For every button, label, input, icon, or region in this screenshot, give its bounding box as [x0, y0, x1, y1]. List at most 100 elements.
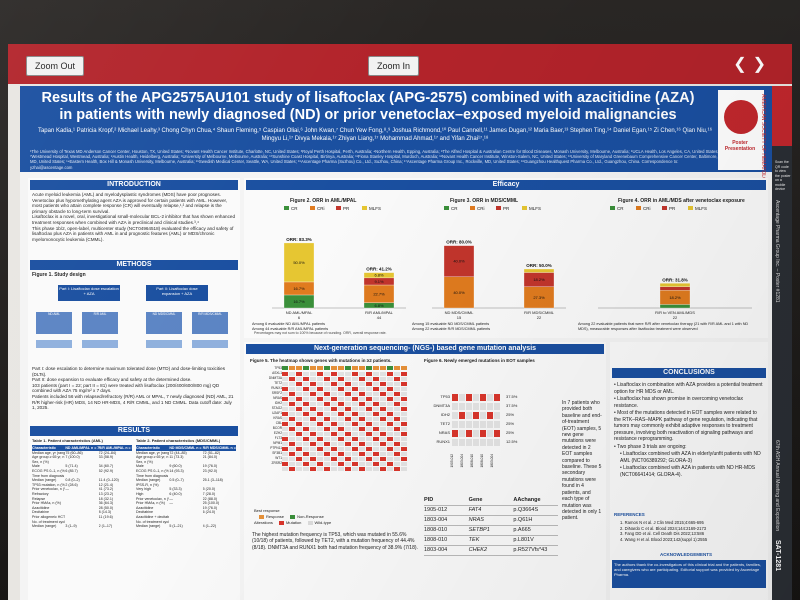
table-row: Male 5 (71.4) 34 (60.7) — [32, 464, 132, 469]
heatmap-legend: Best response Response Non-Response Alte… — [254, 508, 414, 526]
legend-label: PR — [669, 206, 676, 211]
heatmap-cell — [387, 417, 393, 421]
sample-id: 1803-004 — [460, 454, 464, 468]
mutation-pct: 37.5% — [506, 403, 518, 408]
heatmap-cell — [394, 372, 400, 376]
heatmap-cell — [352, 437, 358, 441]
gene-label: RUNX1 — [271, 386, 282, 390]
poster-title: Results of the APG2575AU101 study of lis… — [28, 90, 708, 124]
conclusions-heading: CONCLUSIONS — [612, 368, 766, 378]
tick-label: ND AML/MPAL — [286, 310, 313, 315]
heatmap-cell — [324, 457, 330, 461]
zoom-out-button[interactable]: Zoom Out — [26, 56, 85, 76]
heatmap-cell — [338, 407, 344, 411]
ngs-heading: Next-generation sequencing- (NGS-) based… — [246, 344, 604, 354]
heatmap-cell — [331, 442, 337, 446]
fig6-heatmap — [452, 392, 502, 452]
heatmap-cell — [387, 387, 393, 391]
gene-label: PTPN11 — [270, 446, 282, 450]
heatmap-cell — [310, 412, 316, 416]
heatmap-cell — [480, 394, 486, 401]
fig3-notes: Among 15 evaluable ND MDS/CMML patients … — [412, 322, 552, 332]
table-cell: p.Q61H — [513, 517, 533, 523]
table-cell: Sex, n (%) — [32, 459, 49, 464]
heatmap-cell — [394, 387, 400, 391]
sample-id: 1808-010 — [470, 454, 474, 468]
legend-swatch — [290, 514, 296, 519]
table-row: Median (range) 0.8 (0–2) 11.4 (0–120) — [32, 478, 132, 483]
heatmap-cell — [373, 377, 379, 381]
next-arrow-icon[interactable]: ❯ — [752, 56, 772, 73]
response-cell — [359, 366, 365, 370]
data-label: 40.0% — [453, 259, 465, 264]
heatmap-cell — [331, 462, 337, 466]
heatmap-cell — [380, 417, 386, 421]
heatmap-cell — [331, 402, 337, 406]
table-cell: CHEK2 — [468, 547, 488, 553]
heatmap-cell — [317, 372, 323, 376]
bar-segment — [283, 242, 315, 283]
sidebar-qr-area[interactable] — [772, 86, 792, 146]
heatmap-cell — [303, 427, 309, 431]
heatmap-cell — [380, 437, 386, 441]
heatmap-cell — [317, 462, 323, 466]
heatmap-cell — [289, 442, 295, 446]
table-cell: — — [65, 487, 69, 492]
heatmap-cell — [289, 407, 295, 411]
heatmap-cell — [345, 447, 351, 451]
heatmap-cell — [296, 392, 302, 396]
bar-segment — [443, 276, 475, 309]
heatmap-cell — [282, 402, 288, 406]
fig4-notes: Among 22 evaluable patients that were R/… — [578, 322, 758, 332]
heatmap-cell — [289, 412, 295, 416]
gene-label: WT1 — [275, 456, 282, 460]
data-label: 6.8% — [374, 273, 384, 278]
efficacy-panel — [244, 178, 768, 338]
legend-swatch — [307, 520, 313, 525]
table-cell: Median age, yr (range) — [136, 450, 170, 455]
legend-swatch — [336, 206, 341, 210]
zoom-in-button[interactable]: Zoom In — [368, 56, 420, 76]
heatmap-cell — [387, 457, 393, 461]
heatmap-cell — [338, 397, 344, 401]
fig3-title: Figure 3. ORR in MDS/CMML — [450, 198, 519, 204]
poster-affiliations: ¹The University of Texas MD Anderson Can… — [30, 149, 719, 170]
table1-title: Table 1. Patient characteristics (AML) — [32, 438, 103, 443]
fig2-title: Figure 2. ORR in AML/MPAL — [290, 198, 357, 204]
diagram-arm: R/R AML — [82, 312, 118, 334]
heatmap-cell — [331, 397, 337, 401]
heatmap-cell — [317, 452, 323, 456]
prev-arrow-icon[interactable]: ❮ — [733, 56, 753, 73]
heatmap-cell — [331, 417, 337, 421]
heatmap-cell — [359, 392, 365, 396]
heatmap-cell — [401, 407, 407, 411]
table-row: Relapse 18 (32.1) — [32, 497, 132, 502]
conclusion-item: • Most of the mutations detected in EOT … — [614, 410, 758, 442]
heatmap-cell — [345, 462, 351, 466]
heatmap-cell — [373, 467, 379, 471]
heatmap-cell — [310, 452, 316, 456]
heatmap-cell — [359, 462, 365, 466]
table-cell: 1803-004 — [424, 517, 448, 523]
diagram-sub — [192, 340, 228, 348]
heatmap-cell — [359, 427, 365, 431]
data-label: 16.7% — [293, 286, 305, 291]
table-cell: Prior venetoclax, n (%) — [136, 496, 170, 501]
legend-swatch — [362, 206, 367, 210]
heatmap-cell — [366, 382, 372, 386]
heatmap-cell — [352, 452, 358, 456]
heatmap-cell — [480, 430, 486, 437]
heatmap-cell — [338, 427, 344, 431]
heatmap-gene-labels: TP53 ASXL1 DNMT3A TET2 RUNX1 SRSF2 NRAS IDH2 STA… — [250, 366, 282, 466]
heatmap-cell — [359, 457, 365, 461]
table-cell: 41 (73.2) — [98, 487, 114, 492]
heatmap-cell — [494, 403, 500, 410]
table-cell: 5 (33.3) — [169, 487, 182, 492]
heatmap-cell — [310, 422, 316, 426]
heatmap-cell — [387, 452, 393, 456]
gene-label: DNMT3A — [433, 403, 450, 408]
heatmap-cell — [459, 394, 465, 401]
heatmap-cell — [296, 407, 302, 411]
heatmap-cell — [317, 467, 323, 471]
heatmap-cell — [401, 397, 407, 401]
